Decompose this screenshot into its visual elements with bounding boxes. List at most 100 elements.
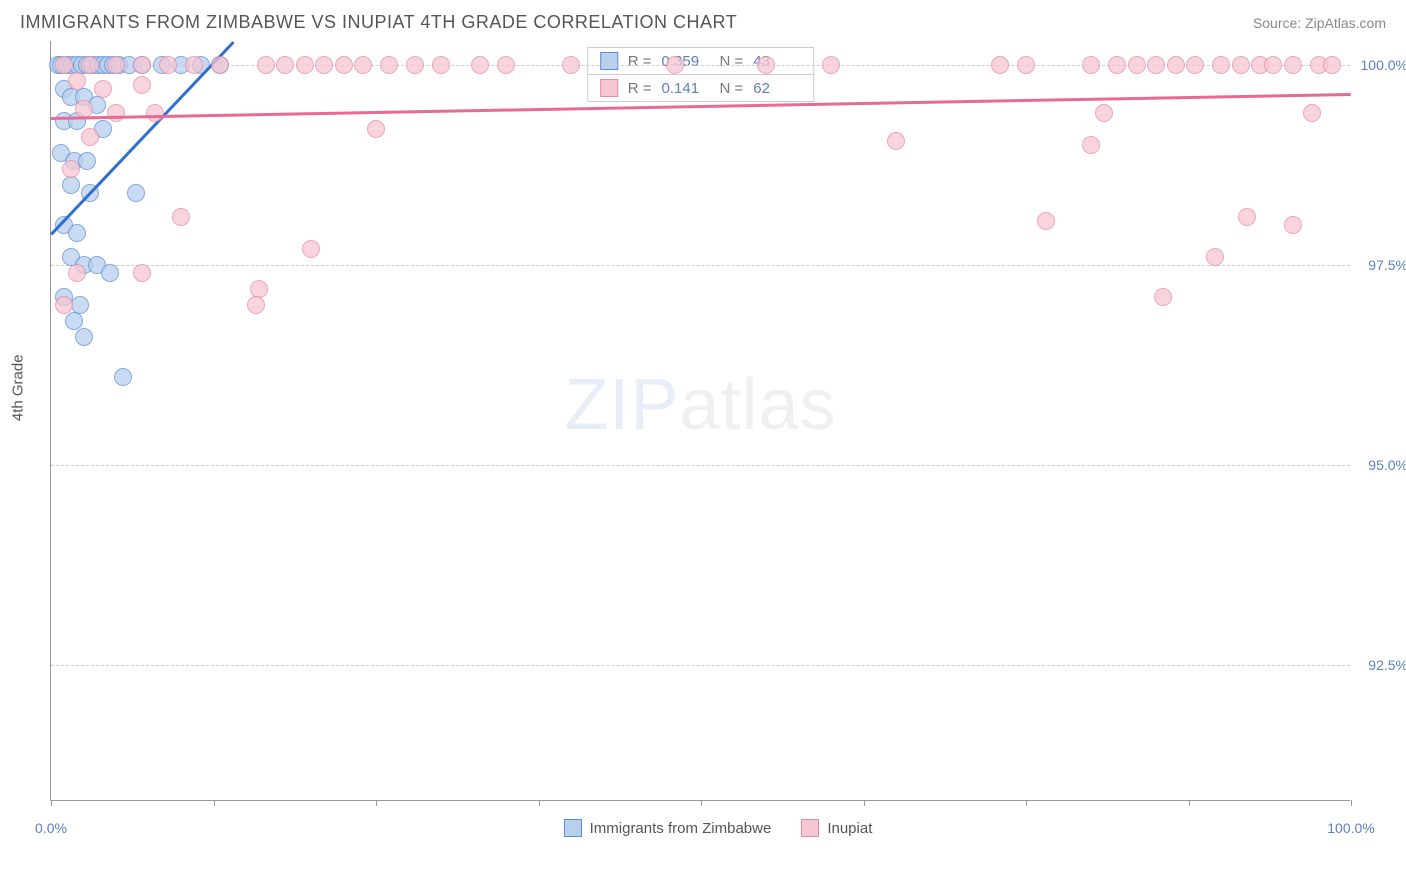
data-point bbox=[1154, 288, 1172, 306]
data-point bbox=[146, 104, 164, 122]
data-point bbox=[296, 56, 314, 74]
data-point bbox=[62, 176, 80, 194]
chart-container: ZIPatlas R = 0.359 N = 43 R = 0.141 N = … bbox=[50, 41, 1386, 837]
data-point bbox=[497, 56, 515, 74]
data-point bbox=[1212, 56, 1230, 74]
data-point bbox=[185, 56, 203, 74]
x-tick bbox=[1026, 800, 1027, 806]
y-tick-label: 97.5% bbox=[1368, 257, 1406, 273]
y-tick-label: 92.5% bbox=[1368, 657, 1406, 673]
data-point bbox=[822, 56, 840, 74]
legend-swatch-series2 bbox=[600, 79, 618, 97]
r-label: R = bbox=[628, 53, 652, 70]
data-point bbox=[887, 132, 905, 150]
data-point bbox=[335, 56, 353, 74]
data-point bbox=[1232, 56, 1250, 74]
n-value-series2: 62 bbox=[753, 80, 801, 97]
data-point bbox=[1082, 136, 1100, 154]
data-point bbox=[159, 56, 177, 74]
watermark: ZIPatlas bbox=[564, 364, 836, 446]
watermark-part2: atlas bbox=[679, 365, 836, 445]
data-point bbox=[55, 56, 73, 74]
data-point bbox=[1037, 212, 1055, 230]
x-tick bbox=[701, 800, 702, 806]
data-point bbox=[101, 264, 119, 282]
data-point bbox=[247, 296, 265, 314]
data-point bbox=[1284, 56, 1302, 74]
data-point bbox=[315, 56, 333, 74]
data-point bbox=[65, 312, 83, 330]
chart-header: IMMIGRANTS FROM ZIMBABWE VS INUPIAT 4TH … bbox=[0, 0, 1406, 41]
data-point bbox=[406, 56, 424, 74]
data-point bbox=[94, 80, 112, 98]
data-point bbox=[211, 56, 229, 74]
n-label: N = bbox=[720, 80, 744, 97]
data-point bbox=[127, 184, 145, 202]
legend-bottom-label-2: Inupiat bbox=[827, 820, 872, 837]
data-point bbox=[562, 56, 580, 74]
data-point bbox=[68, 72, 86, 90]
data-point bbox=[250, 280, 268, 298]
data-point bbox=[133, 264, 151, 282]
x-tick bbox=[539, 800, 540, 806]
gridline-h bbox=[51, 665, 1350, 666]
watermark-part1: ZIP bbox=[564, 365, 679, 445]
data-point bbox=[432, 56, 450, 74]
r-value-series2: 0.141 bbox=[662, 80, 710, 97]
data-point bbox=[1323, 56, 1341, 74]
gridline-h bbox=[51, 265, 1350, 266]
gridline-h bbox=[51, 465, 1350, 466]
data-point bbox=[1108, 56, 1126, 74]
data-point bbox=[62, 160, 80, 178]
x-tick-label: 0.0% bbox=[35, 820, 67, 836]
data-point bbox=[81, 128, 99, 146]
y-axis-label: 4th Grade bbox=[10, 354, 27, 421]
data-point bbox=[1284, 216, 1302, 234]
data-point bbox=[81, 56, 99, 74]
data-point bbox=[1206, 248, 1224, 266]
x-tick-label: 100.0% bbox=[1327, 820, 1374, 836]
data-point bbox=[354, 56, 372, 74]
legend-bottom-item-2: Inupiat bbox=[801, 819, 872, 837]
data-point bbox=[302, 240, 320, 258]
data-point bbox=[55, 296, 73, 314]
data-point bbox=[1167, 56, 1185, 74]
data-point bbox=[133, 56, 151, 74]
data-point bbox=[114, 368, 132, 386]
legend-bottom-item-1: Immigrants from Zimbabwe bbox=[564, 819, 772, 837]
legend-bottom-label-1: Immigrants from Zimbabwe bbox=[590, 820, 772, 837]
chart-title: IMMIGRANTS FROM ZIMBABWE VS INUPIAT 4TH … bbox=[20, 12, 737, 33]
data-point bbox=[1017, 56, 1035, 74]
data-point bbox=[107, 104, 125, 122]
plot-area: ZIPatlas R = 0.359 N = 43 R = 0.141 N = … bbox=[50, 41, 1350, 801]
data-point bbox=[991, 56, 1009, 74]
x-tick bbox=[864, 800, 865, 806]
x-tick bbox=[376, 800, 377, 806]
data-point bbox=[1238, 208, 1256, 226]
data-point bbox=[1303, 104, 1321, 122]
chart-source: Source: ZipAtlas.com bbox=[1253, 15, 1386, 31]
data-point bbox=[172, 208, 190, 226]
y-tick-label: 100.0% bbox=[1361, 57, 1406, 73]
data-point bbox=[107, 56, 125, 74]
data-point bbox=[757, 56, 775, 74]
data-point bbox=[471, 56, 489, 74]
n-label: N = bbox=[720, 53, 744, 70]
data-point bbox=[1147, 56, 1165, 74]
legend-bottom-swatch-2 bbox=[801, 819, 819, 837]
data-point bbox=[68, 264, 86, 282]
data-point bbox=[1095, 104, 1113, 122]
legend-row-series1: R = 0.359 N = 43 bbox=[588, 48, 814, 75]
x-tick bbox=[1351, 800, 1352, 806]
legend-correlation-box: R = 0.359 N = 43 R = 0.141 N = 62 bbox=[587, 47, 815, 102]
y-tick-label: 95.0% bbox=[1368, 457, 1406, 473]
data-point bbox=[133, 76, 151, 94]
data-point bbox=[666, 56, 684, 74]
x-tick bbox=[214, 800, 215, 806]
legend-bottom: Immigrants from Zimbabwe Inupiat bbox=[50, 819, 1386, 837]
x-tick bbox=[1189, 800, 1190, 806]
x-tick bbox=[51, 800, 52, 806]
legend-row-series2: R = 0.141 N = 62 bbox=[588, 75, 814, 101]
r-label: R = bbox=[628, 80, 652, 97]
data-point bbox=[367, 120, 385, 138]
